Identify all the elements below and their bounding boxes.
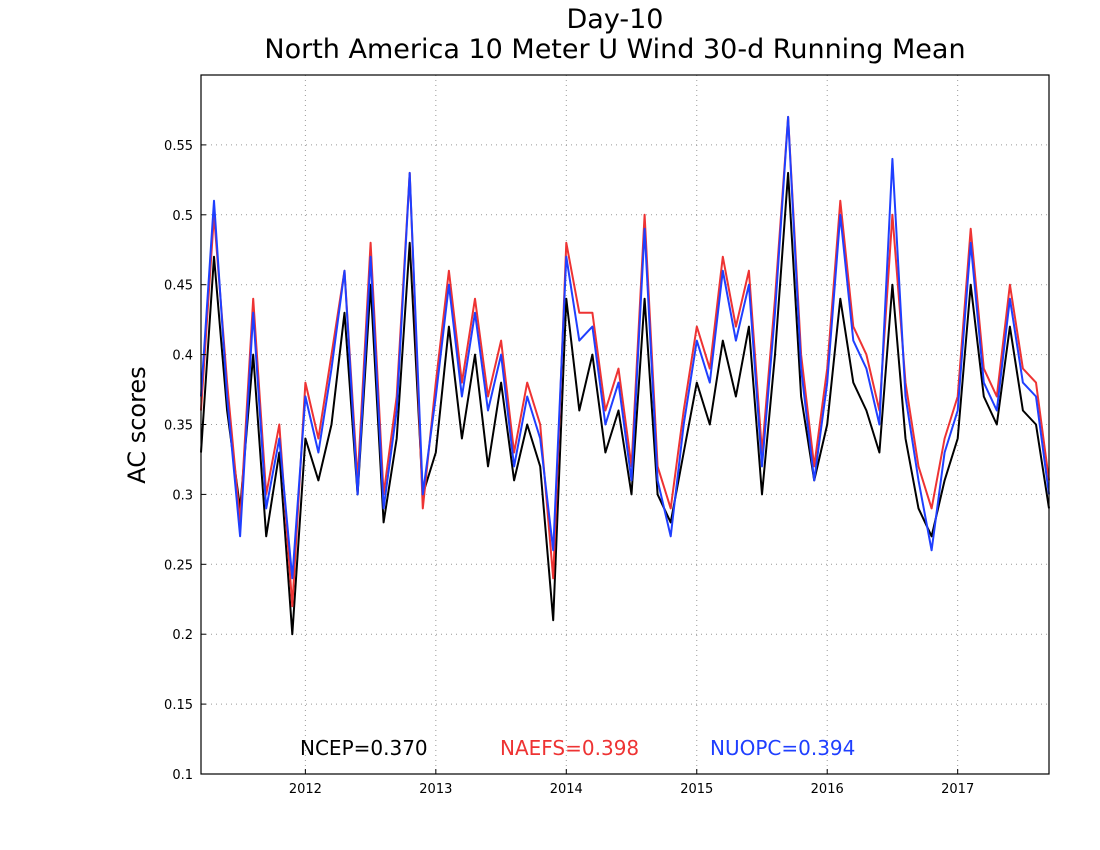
legend-entry-naefs: NAEFS=0.398 bbox=[500, 736, 639, 760]
x-tick-label: 2015 bbox=[680, 782, 713, 797]
series-line-nuopc bbox=[200, 115, 1050, 580]
y-tick-label: 0.45 bbox=[164, 279, 193, 294]
x-tick-label: 2013 bbox=[419, 782, 452, 797]
x-tick-label: 2014 bbox=[550, 782, 583, 797]
x-tick-label: 2017 bbox=[941, 782, 974, 797]
y-tick-label: 0.2 bbox=[172, 628, 193, 643]
chart-title: Day-10 bbox=[567, 4, 664, 35]
x-tick-label: 2012 bbox=[289, 782, 322, 797]
y-tick-label: 0.55 bbox=[164, 139, 193, 154]
legend-entry-nuopc: NUOPC=0.394 bbox=[710, 736, 855, 760]
y-tick-label: 0.35 bbox=[164, 419, 193, 434]
y-ticks: 0.1 0.15 0.2 0.25 0.3 0.35 0.4 0.45 0.5 0.55 bbox=[164, 139, 206, 783]
series-line-ncep bbox=[200, 171, 1050, 636]
x-ticks: 2012 2013 2014 2015 2016 2017 bbox=[289, 769, 974, 797]
y-tick-label: 0.1 bbox=[172, 768, 193, 783]
series-layer bbox=[200, 115, 1050, 636]
y-axis-label: AC scores bbox=[123, 366, 151, 483]
x-tick-label: 2016 bbox=[811, 782, 844, 797]
y-tick-label: 0.4 bbox=[172, 349, 193, 364]
legend: NCEP=0.370 NAEFS=0.398 NUOPC=0.394 bbox=[300, 736, 855, 760]
legend-entry-ncep: NCEP=0.370 bbox=[300, 736, 428, 760]
series-line-naefs bbox=[200, 115, 1050, 608]
y-tick-label: 0.25 bbox=[164, 558, 193, 573]
y-tick-label: 0.3 bbox=[172, 488, 193, 503]
chart-subtitle: North America 10 Meter U Wind 30-d Runni… bbox=[264, 34, 965, 65]
y-tick-label: 0.15 bbox=[164, 698, 193, 713]
y-tick-label: 0.5 bbox=[172, 209, 193, 224]
